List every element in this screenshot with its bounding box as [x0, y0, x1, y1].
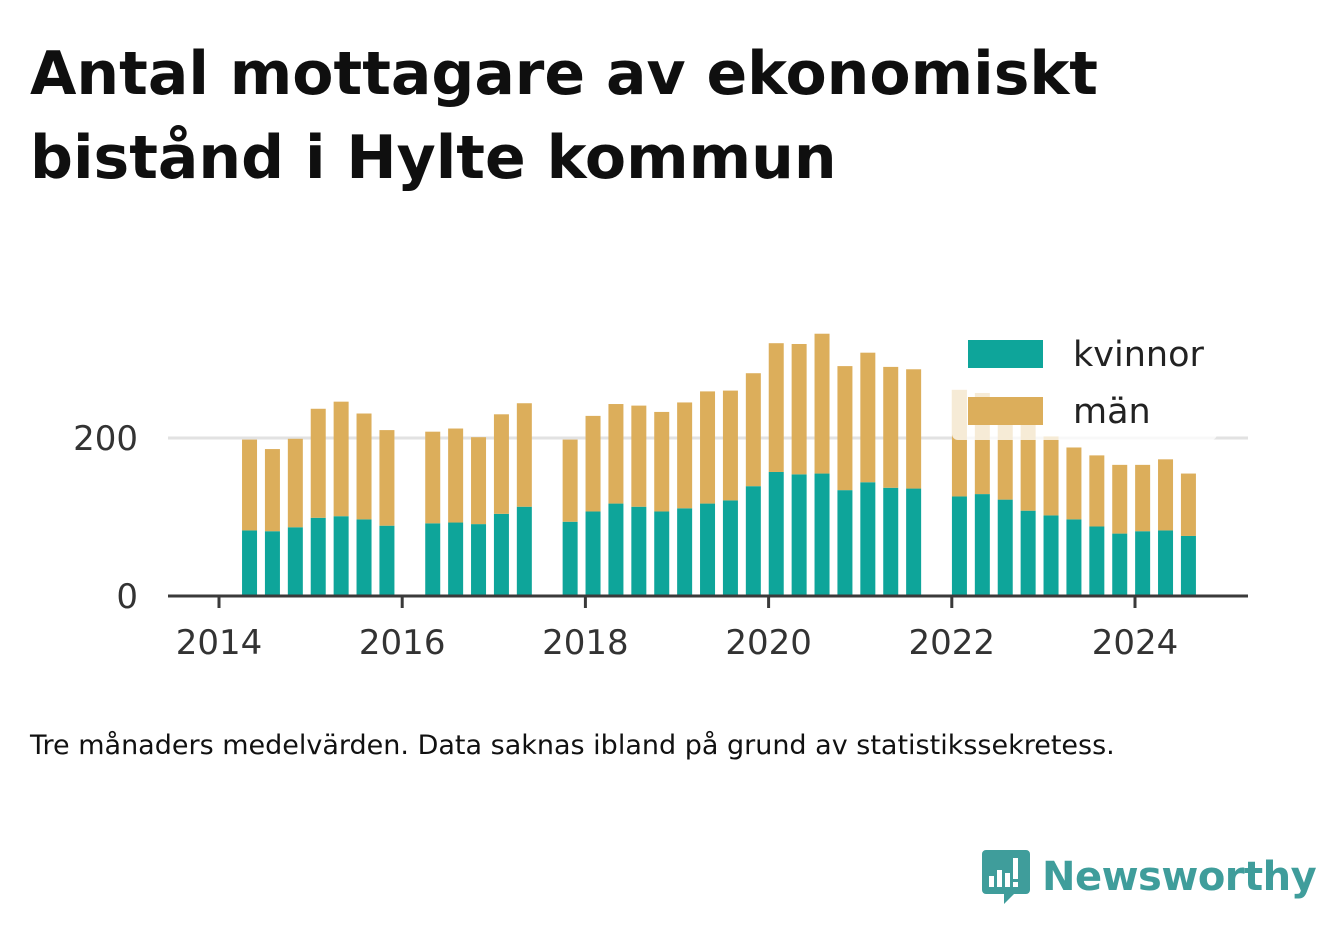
legend-swatch	[968, 397, 1043, 425]
bar-kvinnor	[700, 503, 716, 596]
chart-title: Antal mottagare av ekonomiskt bistånd i …	[30, 39, 1098, 193]
bar-kvinnor	[1180, 535, 1196, 596]
bar-kvinnor	[1158, 530, 1174, 596]
bar-man	[356, 413, 372, 520]
bar-kvinnor	[1112, 533, 1128, 596]
bar-man	[448, 428, 464, 523]
bar-kvinnor	[333, 516, 349, 596]
bars-layer	[242, 333, 1196, 596]
legend-label: män	[1073, 392, 1151, 432]
bar-kvinnor	[837, 490, 853, 596]
bar-man	[883, 366, 899, 488]
bar-kvinnor	[814, 473, 830, 596]
bar-man	[585, 415, 601, 512]
bar-kvinnor	[1135, 531, 1151, 596]
bar-kvinnor	[654, 511, 670, 596]
bar-man	[516, 403, 532, 507]
bar-man	[608, 404, 624, 504]
bar-kvinnor	[677, 508, 693, 596]
bar-kvinnor	[425, 523, 441, 596]
bar-man	[814, 333, 830, 474]
bar-man	[1043, 436, 1059, 516]
bar-kvinnor	[791, 474, 807, 596]
bar-kvinnor	[287, 527, 303, 596]
bar-kvinnor	[906, 488, 922, 596]
bar-man	[379, 430, 395, 526]
bar-man	[1089, 455, 1105, 527]
bar-man	[1180, 473, 1196, 536]
bar-kvinnor	[585, 511, 601, 596]
bar-man	[287, 438, 303, 528]
bar-kvinnor	[356, 519, 372, 596]
bar-kvinnor	[951, 496, 967, 596]
bar-kvinnor	[310, 517, 326, 596]
bar-man	[264, 449, 280, 532]
bar-kvinnor	[883, 487, 899, 596]
legend-swatch	[968, 340, 1043, 368]
bar-man	[700, 391, 716, 504]
bar-man	[791, 343, 807, 475]
bar-man	[493, 414, 509, 514]
x-tick-label: 2022	[909, 623, 996, 663]
bar-man	[631, 405, 647, 507]
legend-label: kvinnor	[1073, 335, 1204, 375]
bar-man	[768, 343, 784, 472]
bar-kvinnor	[997, 499, 1013, 596]
bar-man	[860, 352, 876, 483]
newsworthy-logo-icon	[982, 850, 1030, 904]
x-tick-label: 2020	[725, 623, 812, 663]
bar-man	[837, 366, 853, 491]
bar-kvinnor	[1089, 526, 1105, 596]
bar-kvinnor	[1066, 519, 1082, 596]
bar-man	[722, 390, 738, 501]
bar-man	[745, 373, 761, 487]
bar-man	[242, 439, 258, 531]
bar-man	[471, 437, 487, 525]
y-tick-label: 0	[116, 577, 138, 617]
bar-man	[677, 402, 693, 509]
brand-name: Newsworthy	[1042, 854, 1317, 900]
bar-kvinnor	[1020, 510, 1036, 596]
x-tick-label: 2014	[176, 623, 263, 663]
bar-kvinnor	[242, 530, 258, 596]
bar-kvinnor	[516, 506, 532, 596]
chart-note: Tre månaders medelvärden. Data saknas ib…	[30, 730, 1115, 761]
bar-man	[1135, 464, 1151, 532]
stacked-bar-chart: 0 200 2014 2016 2018 2020 2022 2024 kvinnor män	[73, 328, 1248, 663]
bar-man	[1066, 447, 1082, 520]
bar-man	[654, 411, 670, 512]
bar-man	[562, 439, 578, 522]
bar-kvinnor	[860, 482, 876, 596]
brand-logo[interactable]: Newsworthy	[980, 846, 1317, 908]
bar-kvinnor	[745, 486, 761, 596]
bar-man	[1158, 459, 1174, 531]
x-tick-label: 2018	[542, 623, 629, 663]
bar-kvinnor	[974, 494, 990, 596]
bar-kvinnor	[1043, 515, 1059, 596]
x-tick-label: 2016	[359, 623, 446, 663]
chart-legend: kvinnor män	[952, 328, 1217, 440]
bar-man	[333, 401, 349, 517]
bar-kvinnor	[768, 471, 784, 596]
bar-kvinnor	[264, 531, 280, 596]
bar-kvinnor	[471, 524, 487, 596]
bar-kvinnor	[722, 500, 738, 596]
x-tick-label: 2024	[1092, 623, 1179, 663]
axis-layer: 0 200 2014 2016 2018 2020 2022 2024	[73, 419, 1248, 663]
bar-man	[1112, 464, 1128, 534]
bar-kvinnor	[379, 525, 395, 596]
bar-man	[1020, 419, 1036, 511]
bar-man	[906, 369, 922, 489]
bar-kvinnor	[562, 521, 578, 596]
bar-kvinnor	[608, 503, 624, 596]
bar-man	[310, 408, 326, 518]
y-tick-label: 200	[73, 419, 138, 459]
bar-kvinnor	[631, 506, 647, 596]
bar-kvinnor	[493, 513, 509, 596]
bar-man	[425, 431, 441, 524]
bar-kvinnor	[448, 522, 464, 596]
